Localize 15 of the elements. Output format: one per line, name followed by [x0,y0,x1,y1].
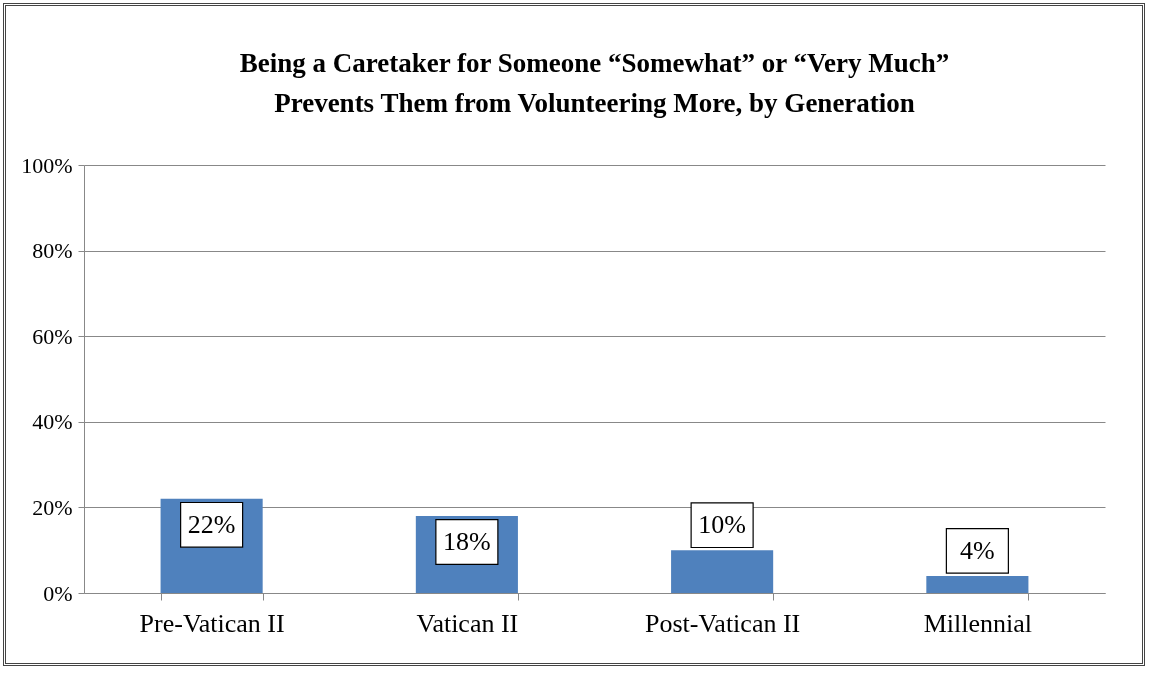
x-tick-label: Vatican II [416,608,519,638]
data-label: 18% [443,526,491,556]
x-tick-label: Pre-Vatican II [139,608,285,638]
data-label: 10% [698,510,746,540]
y-tick-label: 0% [43,580,73,606]
data-label: 4% [960,535,995,565]
data-label: 22% [187,509,236,539]
y-tick-label: 60% [32,323,73,349]
x-tick-label: Millennial [923,608,1033,638]
chart-title: Being a Caretaker for Someone “Somewhat” or “Very Much” Prevents Them from Volunteering More, by Generation [239,48,950,118]
y-tick-label: 100% [21,152,73,178]
y-tick-label: 80% [32,238,73,264]
y-tick-label: 40% [32,409,73,435]
x-tick-label: Post-Vatican II [645,608,801,638]
y-tick-label: 20% [32,494,73,520]
